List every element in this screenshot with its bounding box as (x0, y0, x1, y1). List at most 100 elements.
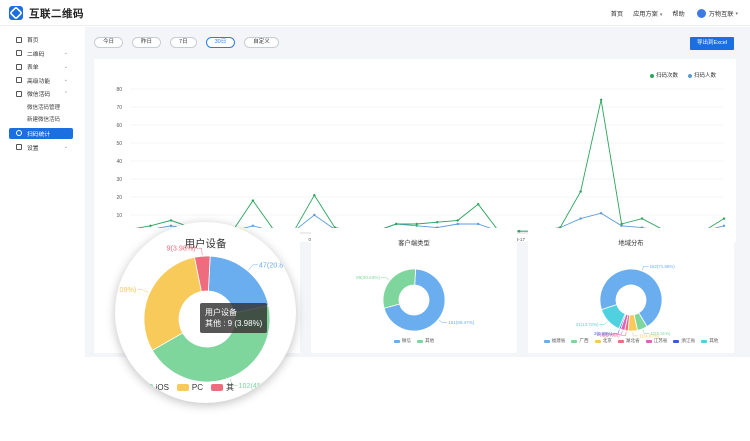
label-line (438, 319, 448, 323)
data-point (517, 230, 521, 233)
sidebar-item-form[interactable]: 表单 ⌄ (0, 60, 82, 74)
legend-item[interactable]: PC (176, 382, 203, 393)
app-title: 互联二维码 (29, 7, 84, 20)
legend-item[interactable]: 湖北省 (617, 338, 640, 344)
filter-yesterday-button[interactable]: 昨日 (132, 37, 162, 48)
label-line (641, 266, 649, 271)
tooltip-text: 其他 : 9 (3.98%) (205, 319, 263, 328)
data-label: 12(5.31%) (650, 331, 671, 336)
pie-slice (193, 255, 211, 293)
label-line (137, 289, 149, 293)
series-line (129, 99, 725, 234)
data-label: 11(4.87%) (639, 333, 659, 338)
x-tick-label: 03-17 (513, 237, 525, 242)
data-label: 9(3.98%) (167, 244, 196, 253)
sidebar-item-label: 首页 (27, 38, 39, 45)
pie-slice (383, 268, 446, 332)
label-line (229, 378, 238, 386)
client-type-pie: 151(69.47%) 65(30.53%) (356, 268, 475, 332)
data-point (722, 224, 726, 227)
filter-30day-button[interactable]: 30日 (205, 37, 236, 48)
legend-item[interactable]: 浙江省 (673, 338, 695, 344)
legend-item[interactable]: 江苏省 (645, 338, 667, 344)
data-point (313, 213, 316, 217)
legend-item-scans[interactable]: 扫码次数 (649, 71, 678, 79)
chevron-down-icon: ⌄ (63, 144, 68, 151)
form-icon (16, 63, 22, 70)
data-point (620, 222, 623, 226)
user-avatar-icon[interactable] (696, 9, 706, 18)
label-line (380, 277, 390, 281)
chart-legend: 扫码次数 扫码人数 (640, 71, 716, 79)
data-point (599, 98, 603, 101)
data-point (395, 222, 398, 226)
legend-item[interactable]: 其他 (701, 338, 718, 344)
sidebar-item-scan-stats[interactable]: 扫码统计 (9, 127, 73, 139)
filter-custom-button[interactable]: 自定义 (244, 37, 279, 48)
data-point (579, 217, 582, 220)
logo-icon (9, 6, 23, 20)
legend-item-people[interactable]: 扫码人数 (687, 71, 716, 79)
legend-item[interactable]: 广西 (571, 338, 589, 344)
card-title: 用户设备 (184, 238, 227, 250)
pie-tooltip: 用户设备 其他 : 9 (3.98%) (200, 303, 268, 333)
data-label: 31(13.72%) (576, 322, 599, 327)
legend-marker (649, 73, 654, 78)
logo[interactable]: 互联二维码 (8, 5, 84, 21)
y-tick-label: 20 (116, 195, 122, 201)
client-type-card: 客户端类型 151(69.47%) 65(30.53%) 微信 其他 (311, 228, 517, 353)
y-tick-label: 10 (116, 213, 122, 219)
data-label: 151(69.47%) (448, 320, 475, 325)
data-label: 102(45.13%) (238, 381, 279, 390)
pie-slice (599, 268, 663, 328)
label-line (642, 329, 650, 334)
data-point (456, 219, 459, 222)
data-point (251, 199, 255, 202)
data-point (149, 224, 152, 227)
filter-today-button[interactable]: 今日 (94, 37, 124, 48)
legend-item[interactable]: 北京 (594, 338, 612, 344)
legend-item[interactable]: iOS (140, 382, 169, 393)
label-line (248, 264, 258, 271)
data-label: 162(71.68%) (650, 264, 676, 269)
data-point (313, 194, 316, 197)
pie-slice (143, 256, 202, 351)
sidebar-item-label: 微信活码 (27, 92, 51, 99)
export-excel-button[interactable]: 导出到Excel (690, 37, 734, 50)
legend-item[interactable]: 微信 (393, 338, 411, 344)
label-line (616, 330, 623, 335)
legend-item[interactable]: 其 (211, 382, 234, 393)
nav-solutions[interactable]: 应用方案 ▾ (633, 11, 663, 18)
region-card: 地域分布 162(71.68%) 12(5.31%) 11(4.87%) 4(1.77… (528, 228, 734, 353)
nav-help[interactable]: 帮助 (672, 11, 685, 18)
tooltip-title: 用户设备 (205, 308, 237, 317)
sidebar-subitem-manage[interactable]: 微信活码管理 (27, 104, 61, 111)
legend-item[interactable]: Android (115, 383, 133, 392)
data-point (415, 222, 418, 226)
nav-user[interactable]: 万物互联 (708, 11, 734, 18)
label-line (196, 247, 203, 256)
data-point (251, 224, 255, 227)
pie-slice (382, 268, 416, 309)
sidebar-item-qrcode[interactable]: 二维码 ⌄ (0, 47, 82, 61)
filter-7day-button[interactable]: 7日 (170, 37, 197, 48)
sidebar-subitem-new[interactable]: 新建微信活码 (27, 117, 61, 124)
home-icon (16, 36, 22, 43)
data-label: 4(1.77%) (602, 333, 620, 338)
sidebar-item-settings[interactable]: 设置 ⌄ (0, 141, 82, 155)
sidebar-item-label: 扫码统计 (27, 131, 51, 138)
card-title: 客户端类型 (398, 240, 430, 247)
sidebar-item-wechat-code[interactable]: 微信活码 ⌃ (0, 87, 82, 101)
label-line (599, 321, 608, 325)
data-point (415, 224, 418, 227)
sidebar-item-advanced[interactable]: 高级功能 ⌄ (0, 74, 82, 88)
device-legend: Android iOS PC 其 (115, 382, 296, 393)
legend-item[interactable]: 福建省 (543, 338, 565, 344)
nav-home[interactable]: 首页 (610, 11, 624, 18)
y-tick-label: 70 (116, 105, 122, 111)
sidebar-item-label: 二维码 (27, 51, 45, 58)
data-point (477, 203, 480, 206)
card-title: 地域分布 (618, 240, 644, 247)
legend-item[interactable]: 其他 (417, 338, 434, 344)
sidebar-item-home[interactable]: 首页 (0, 33, 82, 47)
